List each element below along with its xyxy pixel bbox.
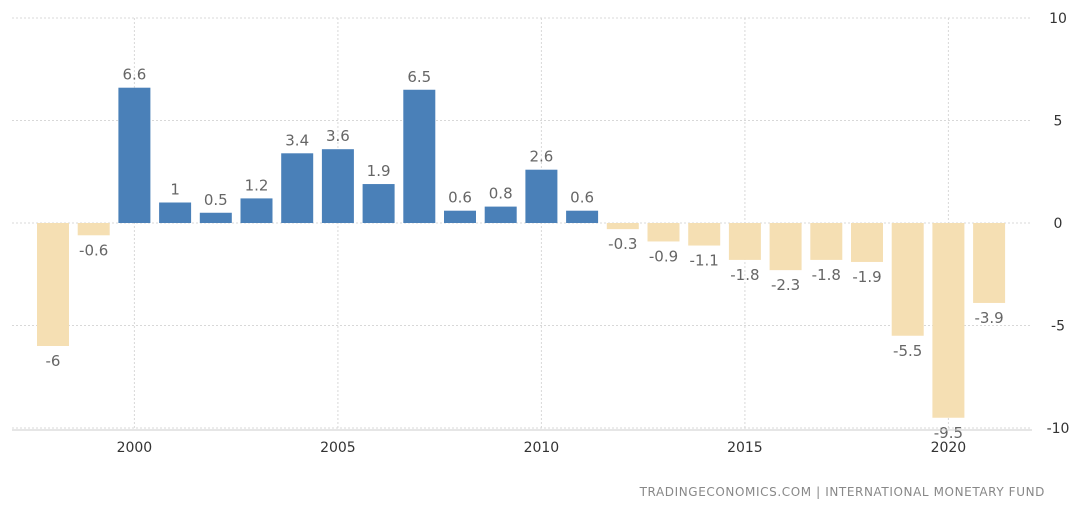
bar xyxy=(973,223,1006,303)
bar-value-label: 1.2 xyxy=(245,176,269,194)
bar xyxy=(321,149,354,223)
bar xyxy=(444,210,476,223)
bar-value-label: 1.9 xyxy=(367,162,391,180)
bar-value-label: -1.8 xyxy=(730,266,759,284)
bar-value-label: 0.6 xyxy=(570,189,594,207)
bar xyxy=(77,223,110,236)
bar xyxy=(403,89,436,223)
bar xyxy=(769,223,802,271)
bar xyxy=(606,223,639,230)
bar xyxy=(240,198,273,223)
bar xyxy=(525,169,558,223)
bar-value-label: 3.4 xyxy=(285,131,309,149)
x-tick-label: 2020 xyxy=(931,440,967,456)
bar xyxy=(932,223,965,418)
bar-value-label: 6.6 xyxy=(122,66,146,84)
bar xyxy=(728,223,761,260)
bar xyxy=(159,202,192,223)
bar-value-label: 0.5 xyxy=(204,191,228,209)
bar xyxy=(281,153,314,223)
bar xyxy=(484,206,517,223)
bar xyxy=(810,223,843,260)
bar xyxy=(566,210,599,223)
bar-value-label: -0.3 xyxy=(608,235,637,253)
bar-value-label: 6.5 xyxy=(407,68,431,86)
y-tick-label: 0 xyxy=(1054,216,1063,232)
bar xyxy=(647,223,680,242)
bar xyxy=(362,184,395,223)
bar-value-label: 0.6 xyxy=(448,189,472,207)
bar-value-label: -1.1 xyxy=(690,252,719,270)
y-tick-label: -10 xyxy=(1047,421,1070,437)
bar-value-label: -0.9 xyxy=(649,247,678,265)
bar-value-label: -1.8 xyxy=(812,266,841,284)
source-credit: TRADINGECONOMICS.COM | INTERNATIONAL MON… xyxy=(639,485,1045,499)
bars xyxy=(37,87,1006,418)
bar-value-label: -2.3 xyxy=(771,276,800,294)
bar-value-label: -6 xyxy=(46,352,61,370)
bar-value-label: 0.8 xyxy=(489,185,513,203)
bar-value-label: 1 xyxy=(170,181,180,199)
bar xyxy=(37,223,69,346)
bar xyxy=(199,212,232,223)
bar xyxy=(118,87,151,223)
axes: 10 5 0 -5 -10 2000 2005 2010 2015 2020 xyxy=(12,11,1069,456)
x-tick-label: 2005 xyxy=(320,440,356,456)
x-tick-label: 2015 xyxy=(727,440,763,456)
bar-value-label: -9.5 xyxy=(934,424,963,442)
bar-value-label: 2.6 xyxy=(529,148,553,166)
bar-value-label: -1.9 xyxy=(852,268,881,286)
y-tick-label: 10 xyxy=(1049,11,1067,27)
bar-value-label: -5.5 xyxy=(893,342,922,360)
x-tick-label: 2010 xyxy=(524,440,560,456)
data-labels: -6 -0.6 6.6 1 0.5 1.2 3.4 3.6 1.9 6.5 0.6 0.8 2.6 0.6… xyxy=(46,66,1004,442)
bar-value-label: 3.6 xyxy=(326,127,350,145)
bar-value-label: -3.9 xyxy=(974,309,1003,327)
bar xyxy=(851,223,883,262)
bar-value-label: -0.6 xyxy=(79,241,108,259)
y-tick-label: 5 xyxy=(1054,114,1063,130)
bar xyxy=(688,223,721,246)
bar xyxy=(891,223,924,336)
y-tick-label: -5 xyxy=(1051,319,1065,335)
x-tick-label: 2000 xyxy=(117,440,153,456)
